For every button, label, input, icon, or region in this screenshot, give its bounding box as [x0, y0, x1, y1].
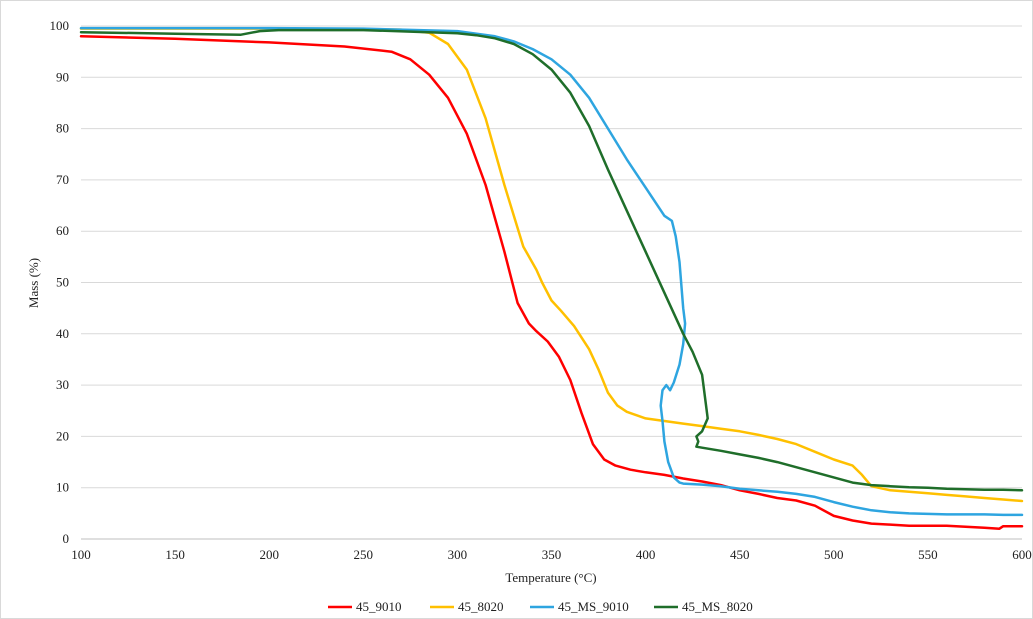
y-tick-label: 80: [56, 121, 69, 136]
x-tick-label: 200: [259, 547, 279, 562]
series-lines: [79, 26, 1024, 530]
y-tick-label: 90: [56, 69, 69, 84]
legend-label: 45_9010: [356, 599, 402, 614]
x-tick-label: 550: [918, 547, 938, 562]
legend-label: 45_MS_9010: [558, 599, 629, 614]
y-tick-label: 60: [56, 223, 69, 238]
gridlines: [81, 25, 1022, 489]
legend-label: 45_MS_8020: [682, 599, 753, 614]
series-line-45_9010: [79, 35, 1024, 530]
x-tick-label: 500: [824, 547, 844, 562]
legend-label: 45_8020: [458, 599, 504, 614]
x-tick-label: 300: [448, 547, 468, 562]
x-tick-label: 400: [636, 547, 656, 562]
y-tick-label: 0: [63, 531, 70, 546]
series-line-45_MS_9010: [79, 26, 1024, 517]
y-axis-label: Mass (%): [26, 258, 41, 308]
y-tick-label: 50: [56, 275, 69, 290]
series-line-45_8020: [79, 27, 1024, 503]
y-tick-label: 70: [56, 172, 69, 187]
y-tick-labels: 0 10 20 30 40 50 60 70 80 90 100: [50, 18, 70, 546]
y-tick-label: 100: [50, 18, 70, 33]
x-tick-labels: 100 150 200 250 300 350 400 450 500 550 600: [71, 547, 1032, 562]
x-tick-label: 600: [1012, 547, 1032, 562]
x-tick-label: 100: [71, 547, 91, 562]
series-line-45_MS_8020: [79, 28, 1024, 492]
x-tick-label: 450: [730, 547, 750, 562]
x-tick-label: 150: [165, 547, 185, 562]
x-tick-label: 250: [354, 547, 374, 562]
x-axis-label: Temperature (°C): [505, 570, 596, 585]
y-tick-label: 40: [56, 326, 69, 341]
y-tick-label: 20: [56, 428, 69, 443]
x-tick-label: 350: [542, 547, 562, 562]
y-tick-label: 30: [56, 377, 69, 392]
legend: 45_9010 45_8020 45_MS_9010 45_MS_8020: [328, 599, 753, 614]
y-tick-label: 10: [56, 480, 69, 495]
